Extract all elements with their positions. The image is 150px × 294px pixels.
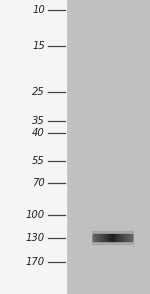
Bar: [124, 234, 125, 241]
Bar: [97, 234, 98, 241]
Bar: [129, 234, 130, 241]
Bar: [122, 234, 123, 241]
Text: 55: 55: [32, 156, 45, 166]
Bar: [95, 234, 96, 241]
Text: 25: 25: [32, 86, 45, 96]
Bar: [126, 234, 127, 241]
Bar: [104, 234, 105, 241]
Bar: [0, 0, 66, 294]
Bar: [119, 234, 120, 241]
Bar: [125, 234, 126, 241]
Text: 10: 10: [32, 5, 45, 15]
Bar: [123, 234, 124, 241]
Text: 170: 170: [26, 257, 45, 267]
Bar: [102, 234, 103, 241]
Bar: [98, 234, 99, 241]
Bar: [106, 234, 107, 241]
Bar: [99, 234, 100, 241]
Bar: [131, 234, 132, 241]
Bar: [128, 234, 129, 241]
Text: 100: 100: [26, 210, 45, 220]
Bar: [118, 234, 119, 241]
Text: 15: 15: [32, 41, 45, 51]
Bar: [103, 234, 104, 241]
Bar: [92, 231, 133, 244]
Bar: [96, 234, 97, 241]
Bar: [130, 234, 131, 241]
Bar: [107, 234, 108, 241]
Bar: [105, 234, 106, 241]
Text: 35: 35: [32, 116, 45, 126]
Bar: [100, 234, 101, 241]
Bar: [121, 234, 122, 241]
Bar: [108, 234, 109, 241]
Bar: [114, 234, 115, 241]
Text: 70: 70: [32, 178, 45, 188]
Bar: [112, 234, 113, 241]
Bar: [120, 234, 121, 241]
Bar: [117, 234, 118, 241]
Bar: [93, 234, 94, 241]
Bar: [109, 234, 110, 241]
Bar: [101, 234, 102, 241]
Bar: [94, 234, 95, 241]
Bar: [110, 234, 111, 241]
Bar: [116, 234, 117, 241]
Bar: [111, 234, 112, 241]
Bar: [115, 234, 116, 241]
Bar: [127, 234, 128, 241]
Text: 130: 130: [26, 233, 45, 243]
Text: 40: 40: [32, 128, 45, 138]
Bar: [113, 234, 114, 241]
